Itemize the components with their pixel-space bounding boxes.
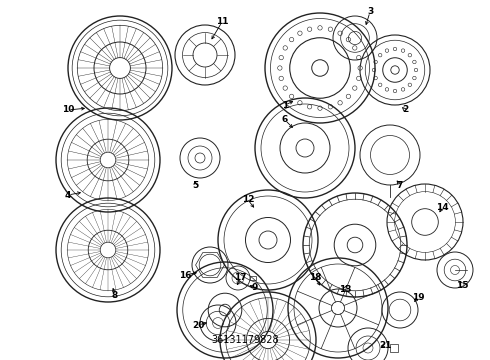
Text: 6: 6 [282, 116, 288, 125]
Text: 4: 4 [65, 190, 71, 199]
Text: 11: 11 [216, 18, 228, 27]
Text: 16: 16 [179, 270, 191, 279]
Text: 9: 9 [252, 284, 258, 292]
Text: 15: 15 [456, 280, 468, 289]
Bar [390, 344, 398, 352]
Text: 7: 7 [397, 180, 403, 189]
Bar [250, 276, 256, 280]
Text: 36131179828: 36131179828 [211, 335, 279, 345]
Text: 20: 20 [192, 320, 204, 329]
Text: 18: 18 [309, 274, 321, 283]
Text: 17: 17 [234, 274, 246, 283]
Text: 5: 5 [192, 180, 198, 189]
Text: 12: 12 [242, 195, 254, 204]
Text: 3: 3 [367, 8, 373, 17]
Text: 8: 8 [112, 291, 118, 300]
Text: 14: 14 [436, 203, 448, 212]
Text: 10: 10 [62, 105, 74, 114]
Text: 2: 2 [402, 105, 408, 114]
Text: 21: 21 [379, 341, 391, 350]
Text: 13: 13 [339, 285, 351, 294]
Text: 19: 19 [412, 293, 424, 302]
Text: 1: 1 [282, 100, 288, 109]
